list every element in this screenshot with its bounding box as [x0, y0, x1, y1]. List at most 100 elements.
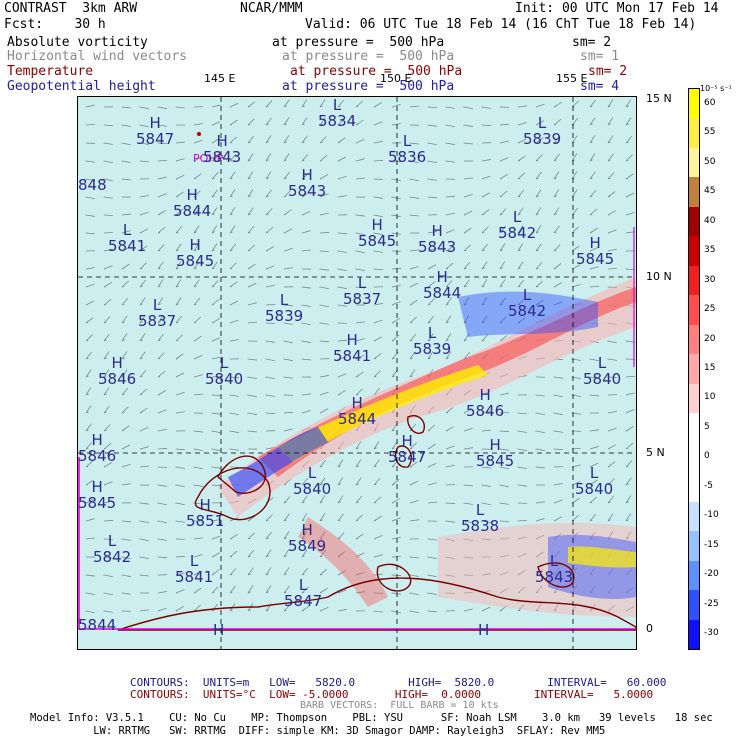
- pressure-center-label: L 5838: [461, 502, 499, 534]
- wind-barb: [517, 569, 526, 576]
- wind-barb: [517, 155, 526, 162]
- wind-barb: [409, 299, 418, 306]
- wind-barb: [517, 261, 524, 270]
- wind-barb: [211, 466, 221, 469]
- wind-barb: [373, 214, 383, 218]
- colorbar-segment: [689, 265, 699, 296]
- colorbar-tick-label: 55: [704, 127, 716, 138]
- pressure-center-value: 5847: [136, 130, 175, 148]
- wind-barb: [319, 459, 326, 468]
- wind-barb: [157, 244, 165, 252]
- wind-barb: [445, 333, 452, 342]
- wind-barb: [211, 586, 219, 594]
- wind-barb: [139, 407, 148, 414]
- wind-barb: [589, 117, 596, 126]
- wind-barb: [337, 156, 347, 162]
- wind-barb: [553, 376, 563, 379]
- wind-barb: [373, 102, 382, 108]
- wind-barb: [391, 536, 401, 540]
- wind-barb: [247, 585, 254, 594]
- wind-barb: [211, 519, 221, 522]
- wind-barb: [517, 189, 525, 198]
- wind-barb: [319, 607, 329, 612]
- wind-barb: [175, 208, 183, 216]
- colorbar-tick-label: 10: [704, 392, 716, 403]
- wind-barb: [283, 428, 293, 432]
- colorbar-segment: [689, 89, 699, 119]
- wind-barb: [499, 466, 509, 470]
- wind-barb: [607, 172, 615, 180]
- wind-barb: [481, 159, 491, 162]
- forecast-hour: Fcst: 30 h: [4, 17, 106, 32]
- wind-barb: [85, 574, 95, 577]
- wind-barb: [337, 99, 345, 108]
- wind-barb: [445, 106, 455, 109]
- wind-barb: [85, 479, 94, 486]
- wind-barb: [625, 477, 632, 486]
- wind-barb: [427, 160, 437, 164]
- lat-label-15n: 15 N: [646, 92, 672, 105]
- wind-barb: [319, 495, 326, 504]
- wind-barb: [121, 230, 131, 234]
- wind-barb: [481, 573, 491, 576]
- wind-barb: [229, 568, 237, 576]
- wind-barb: [391, 232, 401, 235]
- wind-barb: [103, 538, 114, 540]
- wind-barb: [373, 121, 383, 126]
- wind-barb: [229, 262, 237, 270]
- wind-barb: [427, 538, 437, 541]
- wind-barb: [283, 99, 290, 108]
- colorbar-segment: [689, 501, 699, 532]
- wind-barb: [139, 520, 149, 524]
- wind-barb: [355, 338, 365, 342]
- pressure-center-value: 5834: [318, 112, 357, 130]
- wind-barb: [625, 192, 635, 198]
- pressure-center-label: H 5844: [338, 395, 376, 427]
- wind-barb: [535, 448, 545, 451]
- colorbar-tick-label: -10: [704, 510, 719, 521]
- wind-barb: [373, 478, 381, 486]
- wind-barb: [625, 587, 634, 594]
- pressure-center-label: H 5844: [423, 269, 461, 301]
- wind-barb: [175, 243, 182, 252]
- wind-barb: [355, 495, 363, 504]
- wind-barb: [427, 424, 436, 432]
- wind-barb: [391, 556, 402, 558]
- wind-barb: [391, 498, 401, 504]
- footer-model-info-1: Model Info: V3.5.1 CU: No Cu MP: Thompso…: [30, 712, 713, 724]
- wind-barb: [535, 207, 542, 216]
- wind-barb: [463, 210, 473, 216]
- wind-barb: [265, 227, 274, 234]
- wind-barb: [121, 520, 131, 523]
- wind-barb: [193, 335, 202, 342]
- wind-barb: [319, 155, 328, 162]
- wind-barb: [499, 225, 506, 234]
- wind-barb: [499, 243, 506, 252]
- pressure-center-label: H 5846: [466, 387, 504, 419]
- wind-barb: [535, 262, 543, 270]
- wind-barb: [265, 412, 276, 415]
- wind-barb: [265, 358, 275, 362]
- colorbar-segment: [689, 206, 699, 237]
- wind-barb: [283, 496, 291, 504]
- wind-barb: [463, 261, 471, 270]
- wind-barb: [139, 106, 149, 110]
- wind-barb: [445, 484, 456, 486]
- colorbar-segment: [689, 147, 699, 178]
- field-name-height: Geopotential height: [7, 79, 156, 94]
- wind-barb: [283, 153, 290, 162]
- wind-barb: [121, 106, 131, 109]
- wind-barb: [265, 265, 275, 270]
- wind-barb: [427, 443, 436, 450]
- wind-barb: [193, 570, 203, 576]
- colorbar-tick-label: 15: [704, 363, 716, 373]
- wind-barb: [535, 394, 545, 397]
- wind-barb: [175, 502, 185, 506]
- pressure-center-value: 5847: [388, 448, 427, 466]
- wind-barb: [373, 319, 383, 324]
- wind-barb: [409, 592, 419, 596]
- wind-barb: [499, 484, 509, 488]
- wind-barb: [427, 106, 438, 108]
- wind-barb: [265, 284, 275, 288]
- wind-barb: [625, 409, 635, 414]
